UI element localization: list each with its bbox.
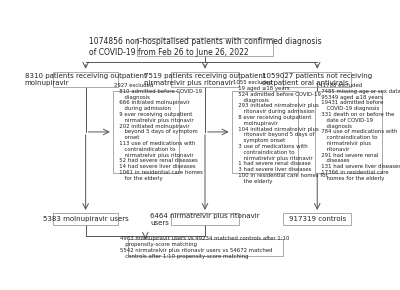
FancyBboxPatch shape xyxy=(315,90,382,173)
Text: 141708 excluded
   7485 missing age or sex data
   95349 aged ≤18 years
   19431: 141708 excluded 7485 missing age or sex … xyxy=(316,83,400,181)
FancyBboxPatch shape xyxy=(128,239,282,256)
Text: 5383 molnupiravir users: 5383 molnupiravir users xyxy=(43,216,128,222)
FancyBboxPatch shape xyxy=(113,90,180,173)
Text: 7519 patients receiving outpatient
nirmatrelvir plus ritonavir: 7519 patients receiving outpatient nirma… xyxy=(144,73,266,86)
FancyBboxPatch shape xyxy=(53,213,118,225)
FancyBboxPatch shape xyxy=(137,38,273,56)
Text: 4983 molnupiravir users vs 49234 matched controls after 1:10
   propensity-score: 4983 molnupiravir users vs 49234 matched… xyxy=(120,236,290,259)
Text: 1055 excluded
   19 aged ≤18 years
   524 admitted before COVID-19
      diagnos: 1055 excluded 19 aged ≤18 years 524 admi… xyxy=(233,80,328,184)
FancyBboxPatch shape xyxy=(53,72,118,87)
FancyBboxPatch shape xyxy=(232,90,298,173)
Text: 6464 nirmatrelvir plus ritonavir
users: 6464 nirmatrelvir plus ritonavir users xyxy=(150,213,260,226)
FancyBboxPatch shape xyxy=(283,213,351,225)
Text: 917319 controls: 917319 controls xyxy=(288,216,346,222)
Text: 8310 patients receiving outpatient
molnupiravir: 8310 patients receiving outpatient molnu… xyxy=(25,73,146,86)
Text: 2927 excluded
   810 admitted before COVID-19
      diagnosis
   666 initiated m: 2927 excluded 810 admitted before COVID-… xyxy=(114,83,203,181)
Text: 1059027 patients not receiving
outpatient oral antivirals: 1059027 patients not receiving outpatien… xyxy=(262,73,372,86)
FancyBboxPatch shape xyxy=(171,213,239,225)
Text: 1074856 non-hospitalised patients with confirmed diagnosis
of COVID-19 from Feb : 1074856 non-hospitalised patients with c… xyxy=(89,37,321,57)
FancyBboxPatch shape xyxy=(171,72,239,87)
FancyBboxPatch shape xyxy=(283,72,351,87)
